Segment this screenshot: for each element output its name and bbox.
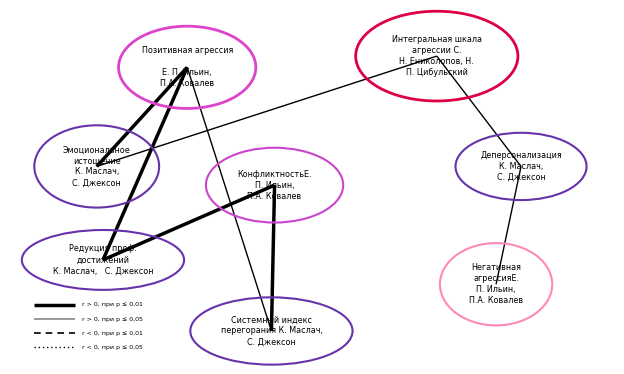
Text: КонфликтностьЕ.
П. Ильин,
П.А. Ковалев: КонфликтностьЕ. П. Ильин, П.А. Ковалев	[237, 169, 312, 201]
Text: Позитивная агрессия

Е. П. Ильин,
П.А. Ковалев: Позитивная агрессия Е. П. Ильин, П.А. Ко…	[142, 46, 233, 89]
Text: Редукция проф.
достижений
К. Маслач,   С. Джексон: Редукция проф. достижений К. Маслач, С. …	[52, 244, 154, 276]
Text: Деперсонализация
К. Маслач,
С. Джексон: Деперсонализация К. Маслач, С. Джексон	[480, 151, 562, 182]
Text: r > 0, при p ≤ 0,05: r > 0, при p ≤ 0,05	[82, 316, 144, 322]
Text: Системный индекс
перегорания К. Маслач,
С. Джексон: Системный индекс перегорания К. Маслач, …	[220, 315, 323, 347]
Text: r > 0, при p ≤ 0,01: r > 0, при p ≤ 0,01	[82, 302, 144, 307]
Text: Эмоциональное
истощение
К. Маслач,
С. Джексон: Эмоциональное истощение К. Маслач, С. Дж…	[63, 145, 130, 188]
Text: Негативная
агрессияЕ.
П. Ильин,
П.А. Ковалев: Негативная агрессияЕ. П. Ильин, П.А. Ков…	[469, 263, 523, 306]
Text: r < 0, при p ≤ 0,01: r < 0, при p ≤ 0,01	[82, 331, 144, 336]
Text: r < 0, при p ≤ 0,05: r < 0, при p ≤ 0,05	[82, 345, 144, 350]
Text: Интегральная шкала
агрессии С.
Н. Ениколопов, Н.
П. Цибульский: Интегральная шкала агрессии С. Н. Еникол…	[392, 35, 482, 77]
